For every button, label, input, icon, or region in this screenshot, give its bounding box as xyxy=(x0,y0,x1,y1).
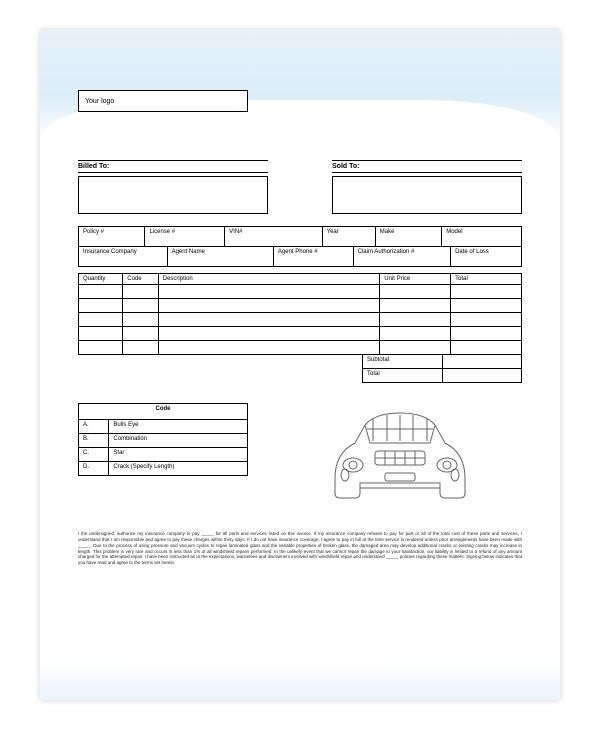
code-heading: Code xyxy=(79,404,248,420)
code-key: B. xyxy=(79,434,109,448)
code-key: C. xyxy=(79,448,109,462)
ins-company-label: Insurance Company xyxy=(83,249,163,257)
code-val: Crack (Specify Length) xyxy=(109,462,248,476)
billed-to-box xyxy=(78,176,268,214)
totals-section: Subtotal Total xyxy=(78,355,522,383)
line-items-table: Quantity Code Description Unit Price Tot… xyxy=(78,273,522,355)
sold-to-label: Sold To: xyxy=(332,160,522,173)
insurance-info-table: Insurance Company Agent Name Agent Phone… xyxy=(78,246,522,267)
year-label: Year xyxy=(327,229,371,237)
logo-placeholder: Your logo xyxy=(78,90,248,112)
vin-label: VIN# xyxy=(229,229,317,237)
code-val: Combination xyxy=(109,434,248,448)
code-key: D. xyxy=(79,462,109,476)
date-loss-label: Date of Loss xyxy=(455,249,517,257)
col-unit-price: Unit Price xyxy=(380,274,451,285)
page: Your logo Billed To: Sold To: Policy # L… xyxy=(40,30,560,700)
model-label: Model xyxy=(446,229,517,237)
sold-to-box xyxy=(332,176,522,214)
table-row xyxy=(79,327,522,341)
table-row xyxy=(79,313,522,327)
car-icon xyxy=(315,403,485,513)
agent-name-label: Agent Name xyxy=(172,249,269,257)
logo-text: Your logo xyxy=(85,98,114,105)
col-quantity: Quantity xyxy=(79,274,123,285)
table-row xyxy=(79,285,522,299)
policy-label: Policy # xyxy=(83,229,140,237)
code-legend: Code A.Bulls Eye B.Combination C.Star D.… xyxy=(78,403,248,476)
sold-to-section: Sold To: xyxy=(332,160,522,214)
code-val: Bulls Eye xyxy=(109,420,248,434)
lower-section: Code A.Bulls Eye B.Combination C.Star D.… xyxy=(78,403,522,513)
fine-print: I the undersigned, authorize my insuranc… xyxy=(78,531,522,566)
table-row xyxy=(79,341,522,355)
header-background xyxy=(40,30,560,140)
subtotal-value xyxy=(442,355,522,369)
subtotal-label: Subtotal xyxy=(363,355,443,369)
table-row xyxy=(79,299,522,313)
car-diagram xyxy=(278,403,522,513)
billed-to-section: Billed To: xyxy=(78,160,268,214)
total-label: Total xyxy=(363,369,443,383)
code-val: Star xyxy=(109,448,248,462)
agent-phone-label: Agent Phone # xyxy=(278,249,349,257)
total-value xyxy=(442,369,522,383)
claim-auth-label: Claim Authorization # xyxy=(358,249,446,257)
content-area: Billed To: Sold To: Policy # License # V… xyxy=(78,160,522,566)
license-label: License # xyxy=(149,229,220,237)
code-key: A. xyxy=(79,420,109,434)
billed-to-label: Billed To: xyxy=(78,160,268,173)
make-label: Make xyxy=(380,229,437,237)
col-description: Description xyxy=(158,274,380,285)
col-code: Code xyxy=(123,274,158,285)
vehicle-info-table: Policy # License # VIN# Year Make Model xyxy=(78,226,522,247)
footer-background xyxy=(40,664,560,700)
billed-sold-row: Billed To: Sold To: xyxy=(78,160,522,214)
col-total: Total xyxy=(451,274,522,285)
